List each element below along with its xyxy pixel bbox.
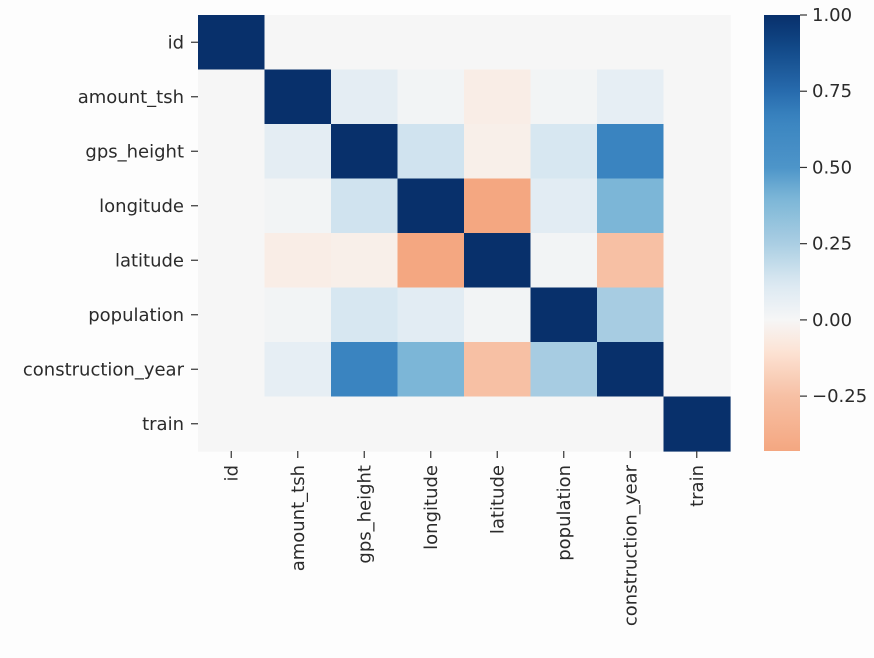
heatmap-cell bbox=[331, 396, 399, 452]
x-tick-label: longitude bbox=[421, 465, 442, 550]
colorbar-tick-label: 0.00 bbox=[812, 310, 852, 331]
heatmap-cell bbox=[597, 69, 665, 125]
colorbar-tick-label: 1.00 bbox=[812, 5, 852, 26]
heatmap-cell bbox=[264, 342, 332, 398]
heatmap-cell bbox=[264, 287, 332, 343]
x-tick-label: population bbox=[554, 465, 575, 561]
heatmap-cell bbox=[264, 233, 332, 289]
heatmap-cell bbox=[464, 15, 532, 71]
y-tick-label: id bbox=[168, 32, 184, 53]
heatmap-cell bbox=[397, 15, 465, 71]
colorbar-tick-label: 0.25 bbox=[812, 234, 852, 255]
heatmap-cell bbox=[464, 233, 532, 289]
heatmap-cell bbox=[397, 178, 465, 234]
heatmap-cell bbox=[397, 69, 465, 125]
heatmap-cell bbox=[264, 15, 332, 71]
x-tick-label: gps_height bbox=[354, 465, 375, 564]
heatmap-cell bbox=[530, 342, 598, 398]
colorbar-tick-label: 0.75 bbox=[812, 81, 852, 102]
colorbar-tick-label: −0.25 bbox=[812, 386, 867, 407]
heatmap-cell bbox=[663, 396, 731, 452]
y-tick-label: latitude bbox=[115, 250, 184, 271]
y-tick-label: longitude bbox=[99, 196, 184, 217]
x-tick-label: latitude bbox=[487, 465, 508, 534]
heatmap-cell bbox=[530, 233, 598, 289]
heatmap-cell bbox=[597, 15, 665, 71]
heatmap-cell bbox=[331, 178, 399, 234]
heatmap-cell bbox=[530, 69, 598, 125]
heatmap-cell bbox=[530, 396, 598, 452]
heatmap-cell bbox=[198, 233, 266, 289]
x-tick-label: train bbox=[687, 465, 708, 507]
heatmap-cell bbox=[198, 342, 266, 398]
heatmap-cell bbox=[331, 124, 399, 180]
heatmap-cell bbox=[331, 287, 399, 343]
y-tick-label: gps_height bbox=[85, 141, 184, 162]
y-tick-label: construction_year bbox=[23, 359, 185, 380]
heatmap-cell bbox=[264, 178, 332, 234]
heatmap-cell bbox=[464, 124, 532, 180]
y-tick-label: population bbox=[88, 305, 184, 326]
x-tick-label: id bbox=[221, 465, 242, 481]
heatmap-cell bbox=[464, 69, 532, 125]
heatmap-cell bbox=[198, 396, 266, 452]
heatmap-cell bbox=[530, 124, 598, 180]
heatmap-cell bbox=[464, 396, 532, 452]
heatmap-cell bbox=[663, 342, 731, 398]
colorbar-tick-label: 0.50 bbox=[812, 157, 852, 178]
heatmap-cell bbox=[331, 233, 399, 289]
heatmap-cell bbox=[597, 178, 665, 234]
heatmap-cell bbox=[530, 178, 598, 234]
heatmap-cell bbox=[663, 287, 731, 343]
heatmap-cell bbox=[464, 342, 532, 398]
heatmap-cell bbox=[198, 69, 266, 125]
heatmap-cell bbox=[397, 124, 465, 180]
x-tick-label: amount_tsh bbox=[288, 465, 309, 571]
heatmap-cell bbox=[331, 69, 399, 125]
heatmap-cell bbox=[397, 396, 465, 452]
heatmap-cell bbox=[264, 69, 332, 125]
heatmap-cell bbox=[198, 178, 266, 234]
heatmap-cell bbox=[198, 287, 266, 343]
heatmap-cell bbox=[597, 287, 665, 343]
heatmap-cell bbox=[464, 287, 532, 343]
heatmap-cell bbox=[264, 396, 332, 452]
heatmap-cell bbox=[663, 124, 731, 180]
heatmap-cell bbox=[597, 124, 665, 180]
heatmap-cell bbox=[198, 124, 266, 180]
y-tick-label: amount_tsh bbox=[78, 87, 184, 108]
y-tick-label: train bbox=[142, 414, 184, 435]
heatmap-cell bbox=[264, 124, 332, 180]
heatmap-cell bbox=[663, 15, 731, 71]
heatmap-cell bbox=[663, 69, 731, 125]
heatmap-cell bbox=[331, 342, 399, 398]
x-tick-label: construction_year bbox=[620, 464, 641, 626]
heatmap-cell bbox=[663, 178, 731, 234]
heatmap-cell bbox=[663, 233, 731, 289]
heatmap-cell bbox=[397, 342, 465, 398]
heatmap-cell bbox=[198, 15, 266, 71]
heatmap-cell bbox=[530, 287, 598, 343]
heatmap-cell bbox=[397, 233, 465, 289]
heatmap-cell bbox=[464, 178, 532, 234]
heatmap-cell bbox=[397, 287, 465, 343]
heatmap-cell bbox=[530, 15, 598, 71]
heatmap-cell bbox=[597, 342, 665, 398]
heatmap-cell bbox=[597, 396, 665, 452]
colorbar bbox=[764, 15, 800, 451]
heatmap-cell bbox=[597, 233, 665, 289]
heatmap-cell bbox=[331, 15, 399, 71]
